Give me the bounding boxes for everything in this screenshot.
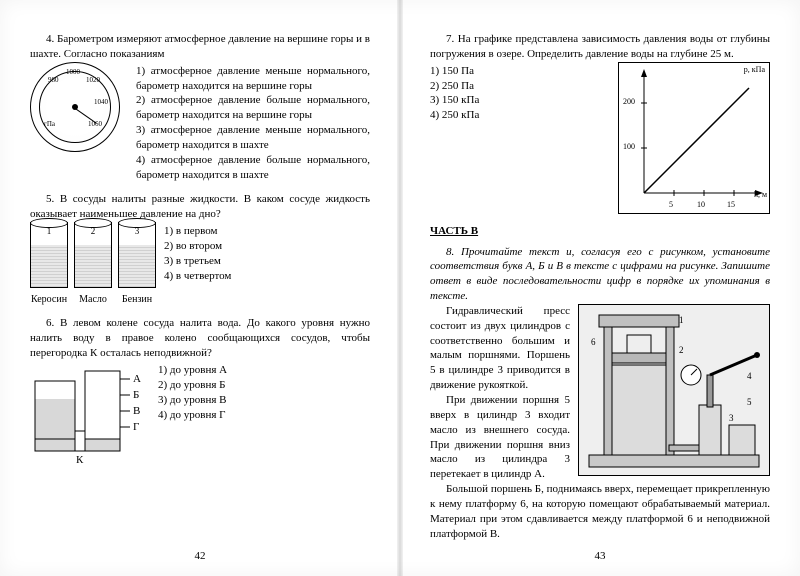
part-b-heading: ЧАСТЬ В	[430, 224, 770, 239]
q6-opt-1: 1) до уровня А	[158, 363, 370, 378]
communicating-vessels-figure: А Б В Г К	[30, 361, 150, 461]
vessel-label-2: Масло	[74, 293, 112, 307]
q7-options: 1) 150 Па 2) 250 Па 3) 150 кПа 4) 250 кП…	[430, 64, 610, 123]
k-label: К	[76, 453, 83, 468]
svg-text:3: 3	[729, 413, 734, 423]
q5-opt-3: 3) в третьем	[164, 254, 370, 269]
vessel-label-3: Бензин	[118, 293, 156, 307]
vessel-label-1: Керосин	[30, 293, 68, 307]
question-7: 7. На графике представлена зависимость д…	[430, 32, 770, 214]
page-right: 7. На графике представлена зависимость д…	[400, 0, 800, 576]
q7-opt-2: 2) 250 Па	[430, 79, 610, 94]
svg-text:4: 4	[747, 371, 752, 381]
svg-text:2: 2	[679, 345, 684, 355]
q8-body-3: Большой поршень Б, поднимаясь вверх, пер…	[430, 482, 770, 541]
page-left: 4. Барометром измеряют атмосферное давле…	[0, 0, 400, 576]
q6-options: 1) до уровня А 2) до уровня Б 3) до уров…	[158, 363, 370, 422]
q5-text: 5. В сосуды налиты разные жидкости. В ка…	[30, 192, 370, 222]
q6-opt-2: 2) до уровня Б	[158, 378, 370, 393]
svg-text:6: 6	[591, 337, 596, 347]
q8-intro: 8. Прочитайте текст и, согласуя его с ри…	[430, 246, 770, 303]
q4-opt-1: 1) атмосферное давление меньше нормально…	[136, 64, 370, 94]
q7-opt-3: 3) 150 кПа	[430, 93, 610, 108]
y-axis-label: p, кПа	[744, 65, 765, 76]
q5-opt-2: 2) во втором	[164, 239, 370, 254]
pressure-chart: p, кПа 200	[618, 62, 770, 214]
page-number-right: 43	[400, 549, 800, 564]
question-8: 8. Прочитайте текст и, согласуя его с ри…	[430, 245, 770, 542]
q6-opt-3: 3) до уровня В	[158, 393, 370, 408]
q4-opt-3: 3) атмосферное давление меньше нормально…	[136, 123, 370, 153]
book-spread: 4. Барометром измеряют атмосферное давле…	[0, 0, 800, 576]
hydraulic-press-figure: 4 5 3 6 1 2	[578, 304, 770, 476]
q7-text: 7. На графике представлена зависимость д…	[430, 32, 770, 62]
q4-options: 1) атмосферное давление меньше нормально…	[136, 64, 370, 183]
q7-opt-1: 1) 150 Па	[430, 64, 610, 79]
x-axis-label: h, м	[754, 190, 767, 201]
svg-text:5: 5	[747, 397, 752, 407]
svg-text:1: 1	[679, 315, 684, 325]
question-4: 4. Барометром измеряют атмосферное давле…	[30, 32, 370, 182]
vessels-figure: 1 Керосин 2 Масло 3 Бензин	[30, 222, 156, 306]
q5-options: 1) в первом 2) во втором 3) в третьем 4)…	[164, 224, 370, 283]
q7-opt-4: 4) 250 кПа	[430, 108, 610, 123]
question-6: 6. В левом колене сосуда налита вода. До…	[30, 316, 370, 461]
barometer-figure: 980 1000 1020 1040 1060 гПа	[30, 62, 120, 152]
q4-text: 4. Барометром измеряют атмосферное давле…	[30, 32, 370, 62]
q5-opt-4: 4) в четвертом	[164, 269, 370, 284]
q6-text: 6. В левом колене сосуда налита вода. До…	[30, 316, 370, 361]
question-5: 5. В сосуды налиты разные жидкости. В ка…	[30, 192, 370, 306]
q4-opt-2: 2) атмосферное давление больше нормально…	[136, 93, 370, 123]
q5-opt-1: 1) в первом	[164, 224, 370, 239]
q4-opt-4: 4) атмосферное давление больше нормально…	[136, 153, 370, 183]
page-number-left: 42	[0, 549, 400, 564]
q6-opt-4: 4) до уровня Г	[158, 408, 370, 423]
